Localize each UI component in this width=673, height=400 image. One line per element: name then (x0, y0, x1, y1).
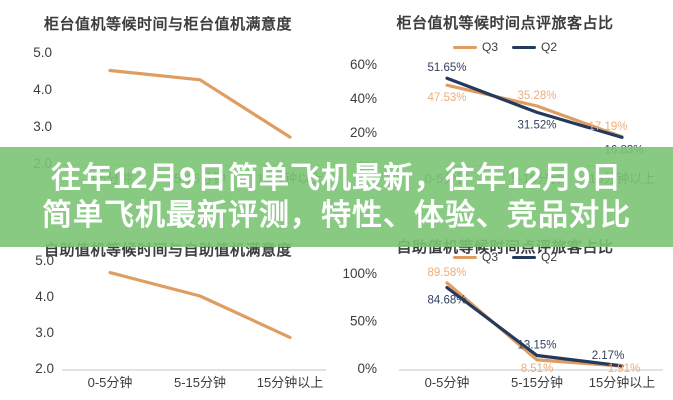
chart-text: 0-5分钟 (425, 375, 470, 390)
legend-line-swatch (512, 255, 536, 259)
legend-item-Q3: Q3 (452, 250, 498, 264)
chart-text: 5-15分钟 (174, 375, 226, 390)
line-chart-plot: 5.0 4.0 3.0 2.0 0-5分钟 5-15分钟 15分钟以上 (35, 253, 326, 390)
chart-legend: Q3 Q2 (337, 40, 673, 54)
chart-text: 4.0 (33, 82, 52, 97)
legend-item-Q3: Q3 (452, 40, 498, 54)
chart-text: 40% (350, 91, 377, 106)
chart-text: 89.58% (427, 267, 466, 279)
chart-text: 31.52% (517, 119, 556, 131)
chart-text: 5.0 (33, 45, 52, 60)
overlay-banner: 往年12月9日简单飞机最新，往年12月9日 简单飞机最新评测，特性、体验、竞品对… (0, 147, 673, 247)
legend-line-swatch (512, 45, 536, 49)
chart-text: 3.0 (35, 325, 54, 340)
legend-item-Q2: Q2 (512, 250, 557, 264)
chart-text: 35.28% (517, 90, 556, 102)
chart-text: 2.17% (592, 350, 625, 362)
banner-line-1: 往年12月9日简单飞机最新，往年12月9日 (50, 162, 623, 195)
chart-text: 4.0 (35, 289, 54, 304)
chart-title: 柜台值机等候时间点评旅客占比 (396, 15, 614, 32)
chart-text: 100% (342, 266, 377, 281)
legend-item-Q2: Q2 (512, 40, 557, 54)
chart-title: 柜台值机等候时间与柜台值机满意度 (43, 16, 292, 33)
chart-text: 84.68% (427, 295, 466, 307)
chart-text: 50% (350, 314, 377, 329)
chart-text: 15分钟以上 (589, 375, 655, 390)
chart-legend: Q3 Q2 (337, 250, 673, 264)
chart-text: 5.0 (35, 253, 54, 268)
chart-text: 17.19% (588, 121, 627, 133)
chart-text: 5-15分钟 (511, 375, 563, 390)
chart-text: 0-5分钟 (88, 375, 133, 390)
legend-label: Q3 (481, 40, 498, 54)
chart-text: 8.51% (521, 363, 554, 375)
chart-text: 3.0 (33, 119, 52, 134)
chart-text: 13.15% (517, 340, 556, 352)
banner-line-2: 简单飞机最新评测，特性、体验、竞品对比 (42, 199, 631, 232)
chart-text: 20% (350, 125, 377, 140)
legend-label: Q2 (541, 250, 558, 264)
line-chart-plot: 100% 50% 0% 0-5分钟 5-15分钟 15分钟以上 89.58% 84.68% 13… (342, 266, 663, 390)
chart-text: 47.53% (427, 92, 466, 104)
legend-label: Q2 (541, 40, 558, 54)
chart-text: 60% (350, 57, 377, 72)
legend-label: Q3 (481, 250, 498, 264)
chart-text: 1.91% (608, 363, 641, 375)
legend-line-swatch (452, 45, 477, 49)
chart-text: 51.65% (427, 62, 466, 74)
chart-text: 0% (357, 361, 377, 376)
chart-text: 2.0 (35, 361, 54, 376)
legend-line-swatch (452, 255, 477, 259)
chart-text: 15分钟以上 (257, 375, 323, 390)
